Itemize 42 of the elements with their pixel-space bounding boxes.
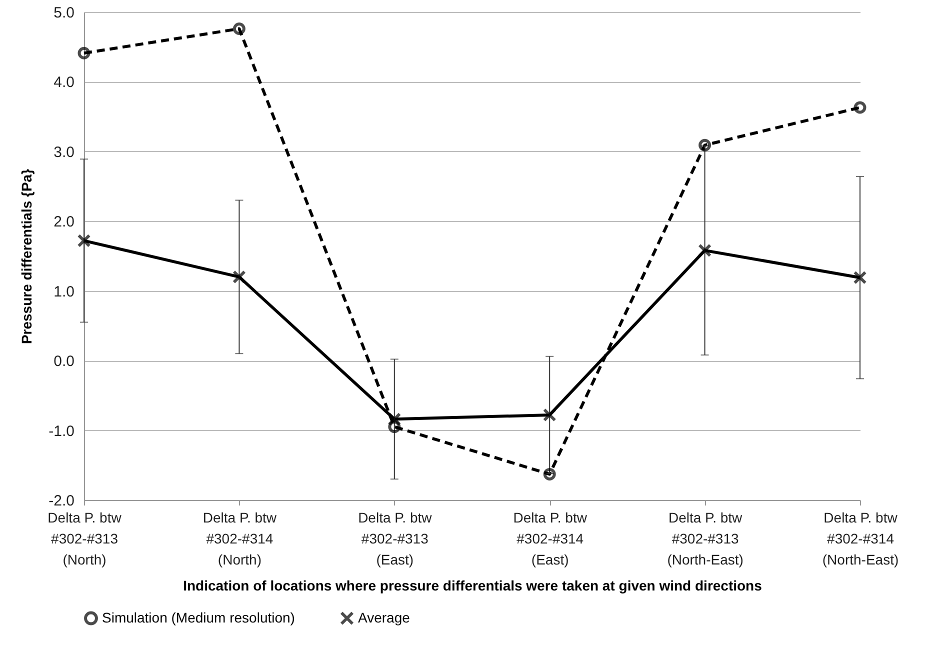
point bbox=[698, 244, 712, 258]
category-label: (East) bbox=[531, 552, 569, 568]
y-axis-title: Pressure differentials {Pa} bbox=[18, 168, 35, 344]
category-label: (North) bbox=[62, 552, 106, 568]
category-label: Delta P. btw bbox=[202, 510, 277, 526]
point bbox=[232, 270, 246, 284]
category-label: (North-East) bbox=[667, 552, 744, 568]
category-label: Delta P. btw bbox=[668, 510, 742, 526]
y-tick-label: 0.0 bbox=[54, 353, 74, 370]
category-label: (North-East) bbox=[822, 552, 899, 568]
y-tick-label: -1.0 bbox=[48, 422, 74, 440]
category-label: Delta P. btw bbox=[358, 510, 432, 526]
category-label: (East) bbox=[376, 552, 414, 568]
category-label: #302-#314 bbox=[516, 530, 584, 546]
point bbox=[542, 408, 556, 422]
legend-label: Simulation (Medium resolution) bbox=[102, 609, 295, 626]
point bbox=[388, 420, 401, 434]
y-tick-label: 4.0 bbox=[54, 74, 74, 92]
category-label: #302-#314 bbox=[206, 530, 274, 546]
y-tick-label: 3.0 bbox=[54, 144, 74, 161]
point bbox=[77, 234, 91, 248]
point bbox=[853, 270, 867, 284]
x-axis-title: Indication of locations where pressure differentials were taken at given wind directions bbox=[183, 578, 762, 594]
y-tick-label: 5.0 bbox=[54, 4, 74, 22]
point bbox=[232, 22, 246, 35]
category-label: (North) bbox=[218, 552, 262, 568]
category-label: #302-#313 bbox=[361, 530, 428, 546]
point bbox=[854, 101, 866, 114]
legend-label: Average bbox=[358, 609, 410, 626]
y-tick-label: -2.0 bbox=[48, 492, 74, 510]
y-tick-label: 1.0 bbox=[54, 283, 74, 300]
point bbox=[698, 138, 712, 152]
category-label: #302-#313 bbox=[51, 530, 118, 546]
point bbox=[388, 412, 402, 426]
category-label: Delta P. btw bbox=[513, 510, 587, 526]
category-label: Delta P. btw bbox=[48, 510, 122, 526]
category-label: #302-#314 bbox=[827, 530, 894, 546]
category-label: #302-#313 bbox=[672, 530, 739, 546]
category-label: Delta P. btw bbox=[824, 510, 898, 526]
y-tick-label: 2.0 bbox=[54, 214, 74, 231]
point bbox=[78, 46, 90, 60]
point bbox=[543, 468, 556, 480]
